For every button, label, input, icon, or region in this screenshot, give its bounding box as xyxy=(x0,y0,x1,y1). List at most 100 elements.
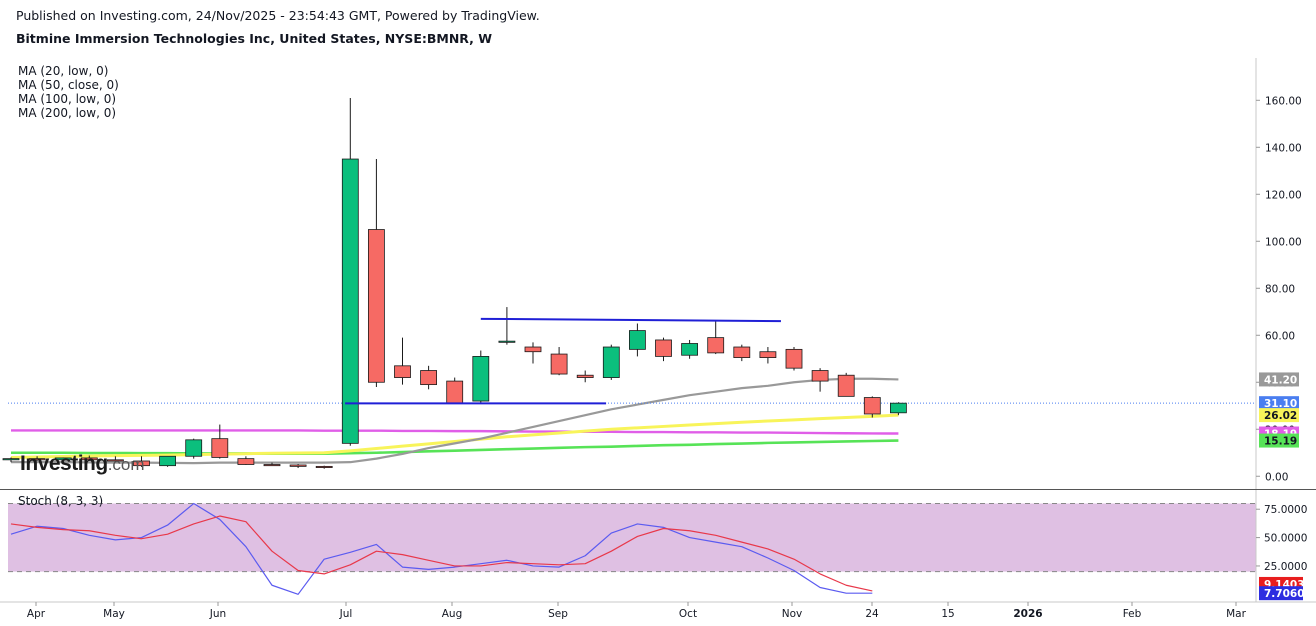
time-axis-label: Jun xyxy=(209,608,226,620)
candle[interactable] xyxy=(315,465,333,469)
candle[interactable] xyxy=(602,344,620,380)
stoch-axis-label: 75.0000 xyxy=(1264,504,1307,516)
candle[interactable] xyxy=(185,438,203,459)
candle-body xyxy=(446,380,464,404)
candle[interactable] xyxy=(289,464,307,469)
candle[interactable] xyxy=(394,337,411,385)
ma200-line[interactable] xyxy=(11,439,899,455)
axis-layer: 0.0020.0040.0060.0080.00100.00120.00140.… xyxy=(27,95,1308,620)
candle[interactable] xyxy=(785,347,803,371)
badge-text: 15.19 xyxy=(1264,436,1297,448)
candle-body xyxy=(133,460,150,467)
stoch-legend-label[interactable]: Stoch (8, 3, 3) xyxy=(18,494,104,508)
candle[interactable] xyxy=(341,97,359,446)
ma100-legend-label[interactable]: MA (100, low, 0) xyxy=(18,92,117,106)
candle[interactable] xyxy=(133,456,150,467)
candle-body xyxy=(2,458,20,461)
candle[interactable] xyxy=(890,402,907,416)
candle-body xyxy=(837,374,855,397)
ma20-line[interactable] xyxy=(11,377,899,465)
time-axis-label: Mar xyxy=(1226,608,1246,620)
candle[interactable] xyxy=(655,337,672,362)
stoch-value-badge: 7.7060 xyxy=(1259,586,1305,601)
candle-body xyxy=(655,339,672,357)
candle[interactable] xyxy=(263,462,281,467)
candle-body xyxy=(107,459,124,462)
logo-suffix: .com xyxy=(107,455,145,474)
candle-body xyxy=(28,458,46,461)
candle[interactable] xyxy=(80,455,98,461)
candle[interactable] xyxy=(211,424,229,459)
candle-body xyxy=(472,356,490,402)
stoch-k-line[interactable] xyxy=(10,502,873,595)
candle-body xyxy=(863,397,881,415)
candle[interactable] xyxy=(446,377,464,404)
candle-body xyxy=(602,346,620,378)
candle[interactable] xyxy=(681,339,698,359)
price-axis-label: 140.00 xyxy=(1265,142,1302,154)
candle[interactable] xyxy=(759,347,777,364)
candle-body xyxy=(629,330,646,350)
ma200-legend-label[interactable]: MA (200, low, 0) xyxy=(18,106,117,120)
price-axis-label: 0.00 xyxy=(1265,471,1288,483)
candle-body xyxy=(54,457,72,461)
candle-body xyxy=(550,353,568,375)
candle[interactable] xyxy=(524,342,542,364)
badge-bg xyxy=(1259,433,1299,448)
candle[interactable] xyxy=(811,368,829,392)
time-axis-label: Sep xyxy=(548,608,568,620)
time-axis-label: Nov xyxy=(782,608,803,620)
candle-body xyxy=(159,455,177,467)
candle[interactable] xyxy=(733,344,751,362)
ma50-line[interactable] xyxy=(10,413,899,459)
badge-text: 26.02 xyxy=(1264,410,1297,422)
candle[interactable] xyxy=(576,370,594,383)
badge-bg xyxy=(1259,408,1299,423)
candle-body xyxy=(759,351,777,358)
candle-body xyxy=(367,229,385,383)
candle-body xyxy=(498,340,516,343)
candle[interactable] xyxy=(550,347,568,376)
badge-bg xyxy=(1259,586,1303,601)
candle-body xyxy=(890,402,907,414)
candle-body xyxy=(263,464,281,467)
candle-body xyxy=(185,439,203,457)
candle[interactable] xyxy=(54,457,72,464)
candle[interactable] xyxy=(237,456,255,465)
candle[interactable] xyxy=(159,455,177,467)
candle-body xyxy=(211,438,229,458)
candle[interactable] xyxy=(629,323,646,357)
candle-body xyxy=(576,374,594,378)
published-line: Published on Investing.com, 24/Nov/2025 … xyxy=(16,8,540,23)
stoch-band-layer xyxy=(8,503,1256,573)
badge-bg xyxy=(1259,372,1299,387)
stoch-d-line[interactable] xyxy=(10,515,873,592)
time-axis-label: 2026 xyxy=(1013,608,1042,620)
candle[interactable] xyxy=(28,456,46,461)
badge-bg xyxy=(1259,396,1299,411)
ma50-legend-label[interactable]: MA (50, close, 0) xyxy=(18,78,119,92)
badge-text: 7.7060 xyxy=(1264,588,1305,600)
candle[interactable] xyxy=(420,365,438,390)
candle[interactable] xyxy=(472,350,490,404)
price-axis-label: 160.00 xyxy=(1265,95,1302,107)
time-axis-label: Aug xyxy=(442,608,463,620)
candle-body xyxy=(394,365,411,378)
badge-text: 41.20 xyxy=(1264,374,1297,386)
candle[interactable] xyxy=(107,456,124,463)
candle[interactable] xyxy=(837,372,855,397)
candle[interactable] xyxy=(707,321,725,355)
candle-body xyxy=(420,370,438,386)
candle[interactable] xyxy=(863,396,881,418)
candle-body xyxy=(524,346,542,353)
candle[interactable] xyxy=(367,159,385,387)
ma20-legend-label[interactable]: MA (20, low, 0) xyxy=(18,64,109,78)
candle[interactable] xyxy=(2,457,20,463)
price-value-badge: 41.20 xyxy=(1259,372,1299,387)
ma100-line[interactable] xyxy=(11,429,899,435)
price-value-badge: 26.02 xyxy=(1259,408,1299,423)
time-axis-label: Feb xyxy=(1123,608,1142,620)
candle[interactable] xyxy=(498,307,516,345)
resistance-trendline[interactable] xyxy=(480,317,781,323)
